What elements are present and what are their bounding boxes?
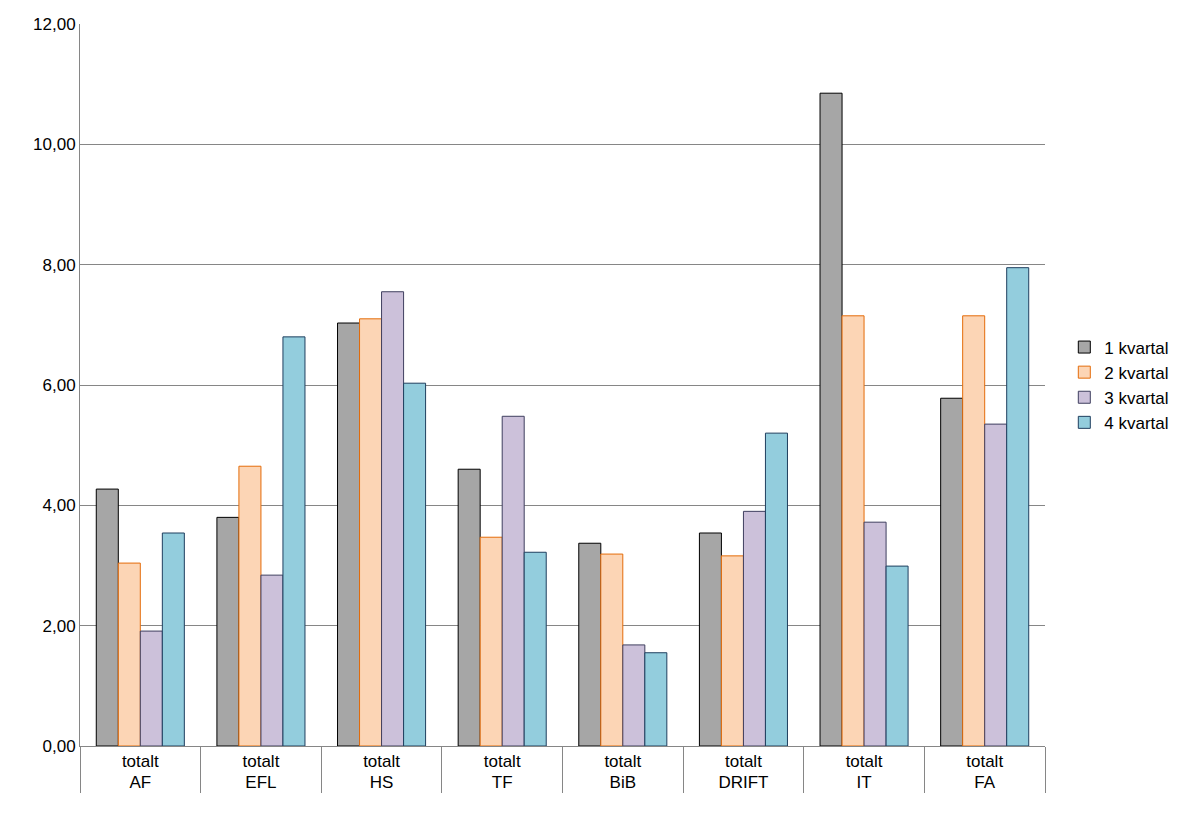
svg-text:totalt: totalt bbox=[846, 752, 883, 771]
svg-text:totalt: totalt bbox=[966, 752, 1003, 771]
svg-text:12,00: 12,00 bbox=[33, 15, 76, 34]
svg-text:8,00: 8,00 bbox=[43, 256, 76, 275]
svg-text:totalt: totalt bbox=[484, 752, 521, 771]
svg-text:2,00: 2,00 bbox=[43, 617, 76, 636]
svg-text:TF: TF bbox=[492, 773, 513, 792]
svg-text:EFL: EFL bbox=[245, 773, 276, 792]
svg-text:2 kvartal: 2 kvartal bbox=[1104, 364, 1168, 383]
svg-text:10,00: 10,00 bbox=[33, 135, 76, 154]
svg-text:DRIFT: DRIFT bbox=[718, 773, 768, 792]
svg-text:totalt: totalt bbox=[122, 752, 159, 771]
svg-text:IT: IT bbox=[857, 773, 872, 792]
svg-text:FA: FA bbox=[974, 773, 995, 792]
svg-text:totalt: totalt bbox=[243, 752, 280, 771]
svg-text:totalt: totalt bbox=[363, 752, 400, 771]
svg-text:HS: HS bbox=[370, 773, 394, 792]
svg-text:0,00: 0,00 bbox=[43, 737, 76, 756]
svg-text:AF: AF bbox=[129, 773, 151, 792]
svg-text:totalt: totalt bbox=[725, 752, 762, 771]
svg-text:4 kvartal: 4 kvartal bbox=[1104, 414, 1168, 433]
svg-text:1 kvartal: 1 kvartal bbox=[1104, 339, 1168, 358]
svg-text:3 kvartal: 3 kvartal bbox=[1104, 389, 1168, 408]
svg-text:6,00: 6,00 bbox=[43, 376, 76, 395]
svg-text:totalt: totalt bbox=[604, 752, 641, 771]
svg-text:BiB: BiB bbox=[610, 773, 636, 792]
svg-text:4,00: 4,00 bbox=[43, 496, 76, 515]
